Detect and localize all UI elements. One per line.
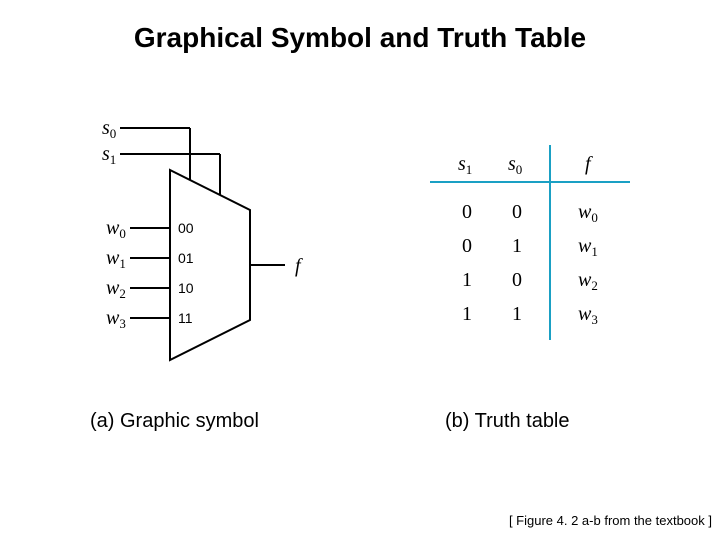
figure-source-footer: [ Figure 4. 2 a-b from the textbook ] — [509, 513, 712, 528]
r2-f-sub: 2 — [591, 278, 598, 293]
mux-symbol: s0 s1 w0 00 w1 01 w2 10 w3 11 f — [60, 110, 320, 390]
r2-s1: 1 — [462, 269, 472, 291]
r1-f-sub: 1 — [591, 244, 598, 259]
svg-text:w2: w2 — [578, 269, 598, 293]
w1-label: w — [106, 247, 120, 269]
bits-11: 11 — [178, 310, 193, 326]
s1-label: s — [102, 143, 110, 165]
r0-s0: 0 — [512, 201, 522, 223]
r0-f-sub: 0 — [591, 210, 598, 225]
r2-f: w — [578, 269, 592, 291]
caption-a: (a) Graphic symbol — [90, 410, 259, 433]
r1-f: w — [578, 235, 592, 257]
bits-10: 10 — [178, 280, 194, 296]
r3-s1: 1 — [462, 303, 472, 325]
svg-text:w1: w1 — [578, 235, 598, 259]
svg-text:s1: s1 — [458, 153, 472, 177]
w0-sub: 0 — [119, 226, 126, 241]
svg-text:w0: w0 — [578, 201, 598, 225]
r3-f-sub: 3 — [591, 312, 598, 327]
r0-f: w — [578, 201, 592, 223]
caption-b: (b) Truth table — [445, 410, 570, 433]
r3-s0: 1 — [512, 303, 522, 325]
w2-sub: 2 — [119, 286, 126, 301]
bits-00: 00 — [178, 220, 194, 236]
truth-table: s1 s0 f 0 0 w0 0 1 w1 1 0 w2 1 1 w3 — [420, 140, 640, 360]
r2-s0: 0 — [512, 269, 522, 291]
w3-sub: 3 — [119, 316, 126, 331]
w3-label: w — [106, 307, 120, 329]
hdr-s1-sub: 1 — [466, 162, 473, 177]
hdr-f: f — [585, 153, 593, 175]
svg-text:s1: s1 — [102, 143, 116, 167]
r1-s0: 1 — [512, 235, 522, 257]
svg-text:s0: s0 — [102, 117, 116, 141]
svg-text:w1: w1 — [106, 247, 126, 271]
svg-text:w3: w3 — [106, 307, 126, 331]
s1-sub: 1 — [110, 152, 117, 167]
hdr-s0: s — [508, 153, 516, 175]
svg-text:w3: w3 — [578, 303, 598, 327]
r0-s1: 0 — [462, 201, 472, 223]
svg-text:w2: w2 — [106, 277, 126, 301]
w0-label: w — [106, 217, 120, 239]
r1-s1: 0 — [462, 235, 472, 257]
svg-text:s0: s0 — [508, 153, 522, 177]
svg-text:w0: w0 — [106, 217, 126, 241]
w2-label: w — [106, 277, 120, 299]
bits-01: 01 — [178, 250, 194, 266]
page-title: Graphical Symbol and Truth Table — [0, 22, 720, 54]
s0-sub: 0 — [110, 126, 117, 141]
output-f: f — [295, 255, 303, 277]
w1-sub: 1 — [119, 256, 126, 271]
r3-f: w — [578, 303, 592, 325]
hdr-s1: s — [458, 153, 466, 175]
s0-label: s — [102, 117, 110, 139]
hdr-s0-sub: 0 — [516, 162, 523, 177]
